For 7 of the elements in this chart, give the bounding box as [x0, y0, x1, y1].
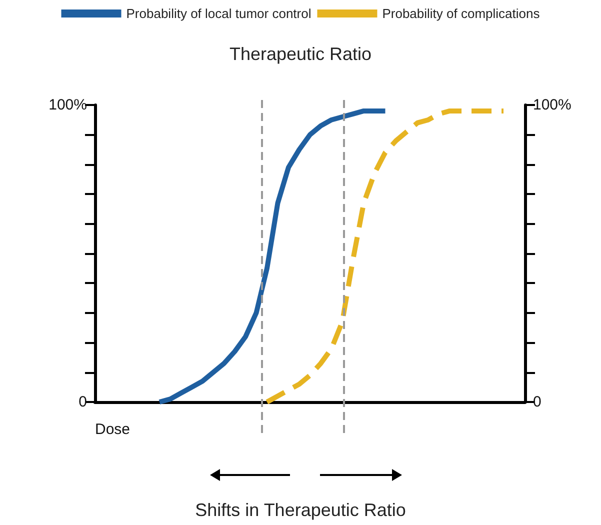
legend-label: Probability of local tumor control	[126, 6, 312, 21]
y2-tick-label: 0	[533, 394, 542, 410]
x-axis-title: Dose	[95, 421, 130, 438]
y2-tick-label: 100%	[533, 96, 572, 114]
text: Shifts in Therapeutic Ratio	[194, 500, 407, 521]
chart-title: Therapeutic Ratio	[229, 44, 372, 64]
legend-label: Probability of complications	[382, 6, 540, 21]
